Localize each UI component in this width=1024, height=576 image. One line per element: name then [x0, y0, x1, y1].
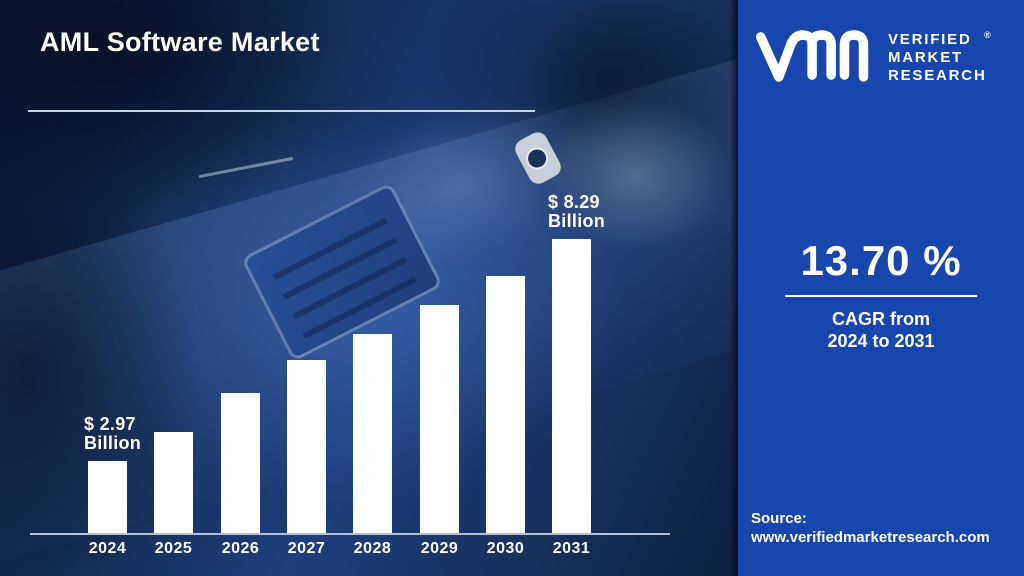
panel-edge-shadow: [730, 0, 738, 576]
background-cuff-shape: [540, 100, 730, 250]
background-shade: [417, 0, 737, 240]
vmr-monogram-icon: [755, 27, 873, 85]
source-label: Source:: [751, 510, 807, 527]
source-block: Source: www.verifiedmarketresearch.com: [751, 509, 990, 547]
year-label-2030: 2030: [486, 540, 525, 557]
bar-2030: [486, 276, 525, 533]
source-url: www.verifiedmarketresearch.com: [751, 529, 990, 546]
year-label-2026: 2026: [221, 540, 260, 557]
bar-2026: [221, 393, 260, 533]
watch-face: [522, 143, 552, 174]
brand-name-line: MARKET: [888, 49, 963, 66]
brand-stat-panel: VERIFIED MARKET RESEARCH ® 13.70 % CAGR …: [738, 0, 1024, 576]
cagr-caption-line1: CAGR from: [832, 309, 930, 329]
registered-trademark-icon: ®: [983, 30, 991, 40]
brand-name: VERIFIED MARKET RESEARCH ®: [888, 30, 991, 85]
year-label-2031: 2031: [552, 540, 591, 557]
bar-2028: [353, 334, 392, 533]
photo-chart-section: AML Software Market 2024 2025 2026 2027 2028…: [0, 0, 737, 576]
cagr-value: 13.70 %: [800, 237, 962, 284]
stat-divider: [785, 295, 977, 297]
year-label-2025: 2025: [154, 540, 193, 557]
title-underline: [28, 110, 535, 112]
cagr-stat-block: 13.70 % CAGR from 2024 to 2031: [738, 237, 1024, 352]
brand-name-line: RESEARCH: [888, 67, 987, 84]
value-label-2031: $ 8.29 Billion: [548, 192, 606, 231]
year-label-2024: 2024: [88, 540, 127, 557]
bar-2024: [88, 461, 127, 533]
year-label-2027: 2027: [287, 540, 326, 557]
brand-block: VERIFIED MARKET RESEARCH ®: [755, 27, 991, 85]
value-label-2024: $ 2.97 Billion: [84, 414, 142, 453]
page-title: AML Software Market: [40, 27, 320, 57]
bar-2027: [287, 360, 326, 533]
year-label-2029: 2029: [420, 540, 459, 557]
cagr-caption-line2: 2024 to 2031: [827, 331, 935, 351]
year-label-2028: 2028: [353, 540, 392, 557]
bar-2031: [552, 239, 591, 533]
bar-2029: [420, 305, 459, 533]
brand-name-line: VERIFIED: [888, 31, 972, 48]
x-axis-line: [30, 533, 670, 535]
bar-2025: [154, 432, 193, 533]
